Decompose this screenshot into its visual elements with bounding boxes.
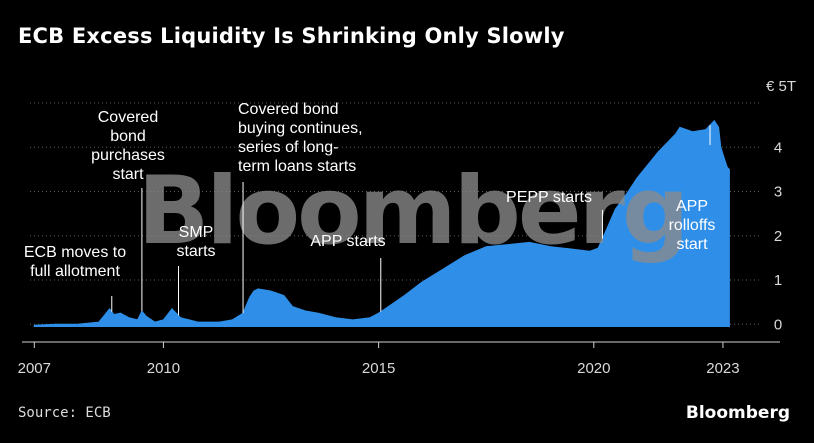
annotation-label: PEPP starts: [506, 189, 592, 206]
annotation-label: purchases: [91, 147, 165, 164]
x-tick-label: 2015: [362, 360, 395, 377]
chart-title: ECB Excess Liquidity Is Shrinking Only S…: [18, 24, 565, 48]
annotation-leaders: [111, 125, 711, 316]
y-tick-label: 2: [774, 228, 782, 245]
annotation-label: ECB moves to: [24, 244, 126, 261]
annotation-label: start: [676, 236, 708, 253]
annotation-label: term loans starts: [238, 158, 356, 175]
x-tick-label: 2023: [706, 360, 739, 377]
x-tick-label: 2020: [577, 360, 610, 377]
area-layer: [33, 119, 730, 327]
annotation-label: APP: [676, 198, 708, 215]
annotation-label: series of long-: [238, 139, 339, 156]
annotation-label: SMP: [179, 224, 214, 241]
y-tick-label: 3: [774, 184, 782, 201]
annotation-label: buying continues,: [238, 120, 363, 137]
annotation-label: full allotment: [30, 263, 120, 280]
annotation-label: rolloffs: [669, 217, 716, 234]
bloomberg-logo: Bloomberg: [685, 403, 790, 423]
annotation-label: Covered: [98, 109, 158, 126]
x-tick-label: 2010: [147, 360, 180, 377]
axes: 0 1 2 3 4 € 5T 2007 2010 2015 2020 2023: [18, 78, 796, 377]
y-unit-label: € 5T: [766, 78, 796, 95]
annotations: ECB moves to full allotment Covered bond pur…: [24, 101, 716, 280]
y-tick-label: 1: [774, 272, 782, 289]
annotation-label: bond: [110, 128, 146, 145]
y-tick-label: 0: [774, 316, 782, 333]
excess-liquidity-area: [33, 119, 730, 327]
x-tick-label: 2007: [18, 360, 51, 377]
annotation-label: starts: [176, 243, 215, 260]
annotation-label: start: [112, 166, 144, 183]
source-note: Source: ECB: [18, 405, 111, 421]
annotation-label: APP starts: [310, 233, 385, 250]
annotation-label: Covered bond: [238, 101, 339, 118]
watermark: Bloomberg: [138, 157, 687, 266]
y-tick-label: 4: [774, 139, 782, 156]
